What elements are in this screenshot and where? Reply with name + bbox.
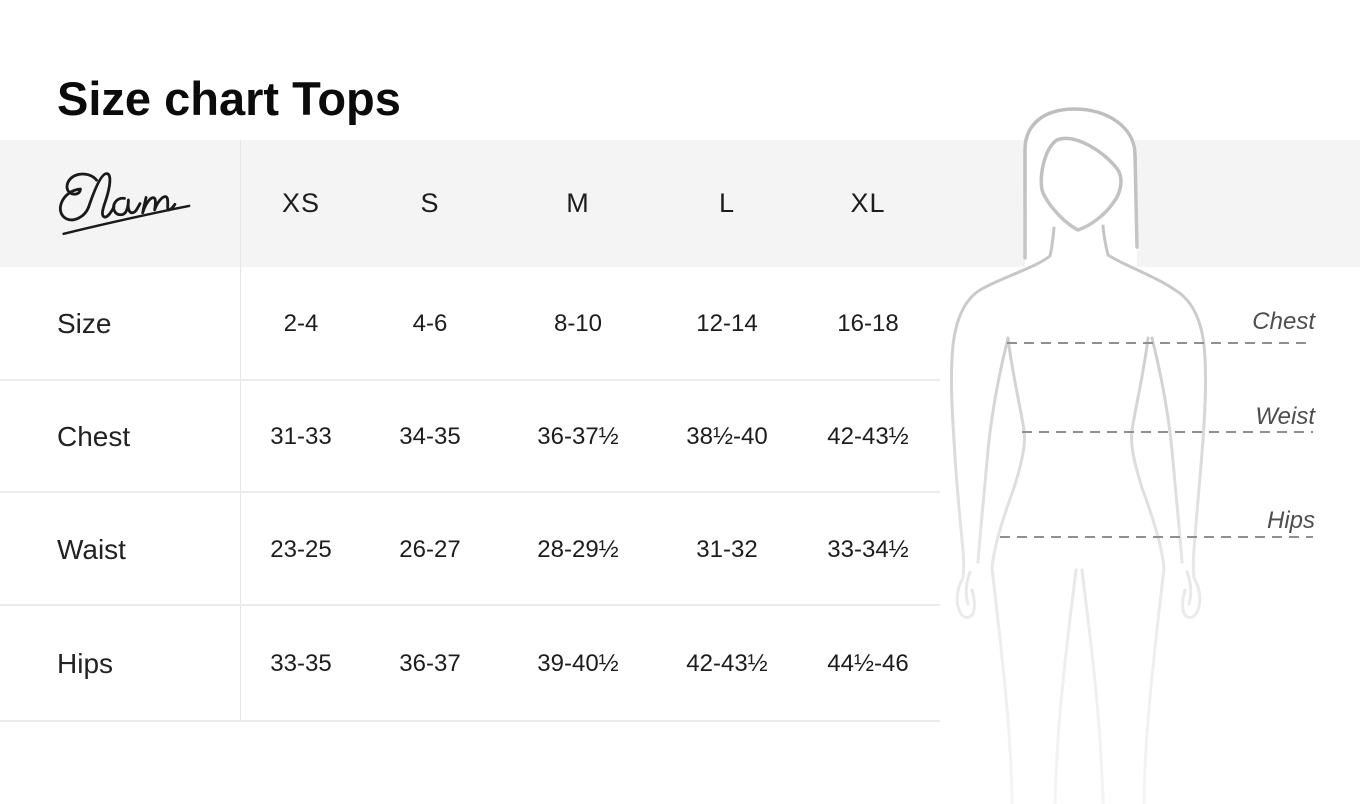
figure-torso-left	[990, 336, 1026, 570]
figure-left-leg-inner	[1053, 568, 1078, 804]
hips-measure-label: Hips	[1266, 507, 1315, 534]
size-chart-table: XS S M L XL Size 2-4 4-6 8-10 12-14 16-1…	[0, 140, 940, 722]
column-header-s: S	[420, 188, 440, 218]
row-label-waist: Waist	[57, 533, 126, 565]
chest-measure-line	[1007, 342, 1313, 344]
body-figure-illustration	[949, 107, 1208, 804]
waist-measure-line	[1022, 431, 1313, 433]
hips-l: 42-43½	[686, 650, 768, 677]
figure-face-outline	[1039, 136, 1123, 232]
brand-logo-signature-icon	[59, 171, 191, 235]
figure-neck-right	[1101, 224, 1110, 257]
waist-xl: 33-34½	[827, 535, 909, 563]
table-row-divider-3	[0, 604, 940, 606]
figure-hair-outline	[1023, 107, 1139, 260]
page-title: Size chart Tops	[57, 72, 401, 126]
hips-xs: 33-35	[270, 650, 332, 677]
waist-measure-label: Weist	[1255, 403, 1315, 430]
size-xl: 16-18	[837, 310, 899, 337]
table-column-divider	[240, 140, 241, 722]
figure-neck-left	[1048, 226, 1056, 258]
row-label-hips: Hips	[57, 648, 114, 679]
chest-m: 36-37½	[537, 423, 619, 450]
figure-left-inner-arm	[976, 336, 1010, 564]
chest-s: 34-35	[399, 423, 461, 450]
size-xs: 2-4	[283, 310, 319, 337]
figure-left-thumb	[964, 570, 972, 606]
column-header-l: L	[718, 188, 736, 218]
chest-measure-label: Chest	[1252, 308, 1315, 335]
column-header-m: M	[566, 188, 590, 218]
hips-xl: 44½-46	[827, 650, 909, 677]
figure-left-hand	[955, 576, 976, 619]
hips-measure-line	[1000, 536, 1313, 538]
row-label-chest: Chest	[57, 421, 131, 452]
waist-m: 28-29½	[537, 535, 619, 563]
waist-s: 26-27	[399, 535, 461, 563]
brand-logo	[0, 140, 240, 267]
chest-l: 38½-40	[686, 423, 768, 450]
column-header-xl: XL	[850, 188, 886, 218]
size-s: 4-6	[412, 310, 448, 337]
figure-right-thumb	[1185, 570, 1193, 606]
figure-right-shoulder-arm	[1106, 253, 1208, 580]
row-label-size: Size	[57, 308, 112, 339]
size-m: 8-10	[553, 310, 603, 337]
figure-right-hand	[1181, 576, 1202, 619]
size-l: 12-14	[696, 310, 758, 337]
chest-xs: 31-33	[270, 423, 332, 450]
hips-m: 39-40½	[537, 650, 619, 677]
figure-right-leg-inner	[1080, 568, 1105, 804]
figure-right-inner-arm	[1150, 336, 1184, 564]
figure-left-leg-outer	[990, 566, 1014, 804]
hips-s: 36-37	[399, 650, 461, 677]
figure-torso-right	[1130, 336, 1166, 570]
table-row-divider-1	[0, 379, 940, 381]
column-header-xs: XS	[281, 188, 321, 218]
table-bottom-border	[0, 720, 940, 722]
waist-l: 31-32	[696, 535, 758, 563]
chest-xl: 42-43½	[827, 423, 909, 450]
table-row-divider-2	[0, 491, 940, 493]
figure-left-shoulder-arm	[949, 254, 1052, 580]
waist-xs: 23-25	[270, 535, 332, 563]
figure-right-leg-outer	[1142, 566, 1166, 804]
